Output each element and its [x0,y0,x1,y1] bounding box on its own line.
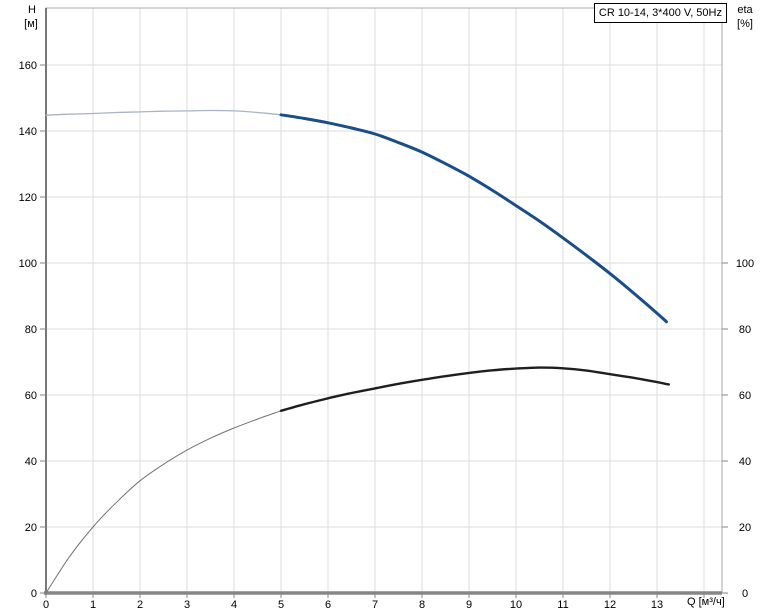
left-tick-label: 20 [25,522,37,534]
left-tick-label: 120 [19,192,37,204]
left-tick-label: 80 [25,324,37,336]
x-tick-label: 9 [466,599,472,611]
x-tick-label: 3 [184,599,190,611]
right-tick-label: 60 [739,390,751,402]
h-curve-thick [279,113,668,324]
left-tick-label: 40 [25,456,37,468]
x-tick-label: 7 [372,599,378,611]
eta-curve-thin [45,410,282,594]
eta-curve-thick [279,366,670,412]
h-curve-thin [45,109,282,116]
right-tick-label: 100 [736,258,754,270]
x-tick-label: 0 [43,599,49,611]
x-tick-label: 5 [278,599,284,611]
curve-title-box: CR 10-14, 3*400 V, 50Hz [593,3,727,23]
x-tick-label: 6 [325,599,331,611]
x-tick-label: 10 [510,599,522,611]
plot-border [45,7,723,594]
x-tick-label: 4 [231,599,237,611]
x-tick-label: 2 [137,599,143,611]
left-tick-label: 160 [19,60,37,72]
x-axis-label: Q [м³/ч] [687,596,725,608]
right-tick-label: 20 [739,522,751,534]
x-tick-label: 12 [604,599,616,611]
right-tick-label: 0 [742,588,748,600]
right-axis-unit-label: [%] [737,18,753,30]
left-tick-label: 100 [19,258,37,270]
x-tick-label: 8 [419,599,425,611]
right-axis-quantity-label: eta [737,4,753,16]
left-tick-label: 0 [31,588,37,600]
left-tick-label: 60 [25,390,37,402]
left-tick-label: 140 [19,126,37,138]
x-tick-label: 1 [90,599,96,611]
x-tick-label: 11 [557,599,568,611]
x-tick-label: 13 [651,599,663,611]
left-axis-unit-label: [м] [24,18,38,30]
right-tick-label: 40 [739,456,751,468]
left-axis-quantity-label: H [28,4,36,16]
right-tick-label: 80 [739,324,751,336]
